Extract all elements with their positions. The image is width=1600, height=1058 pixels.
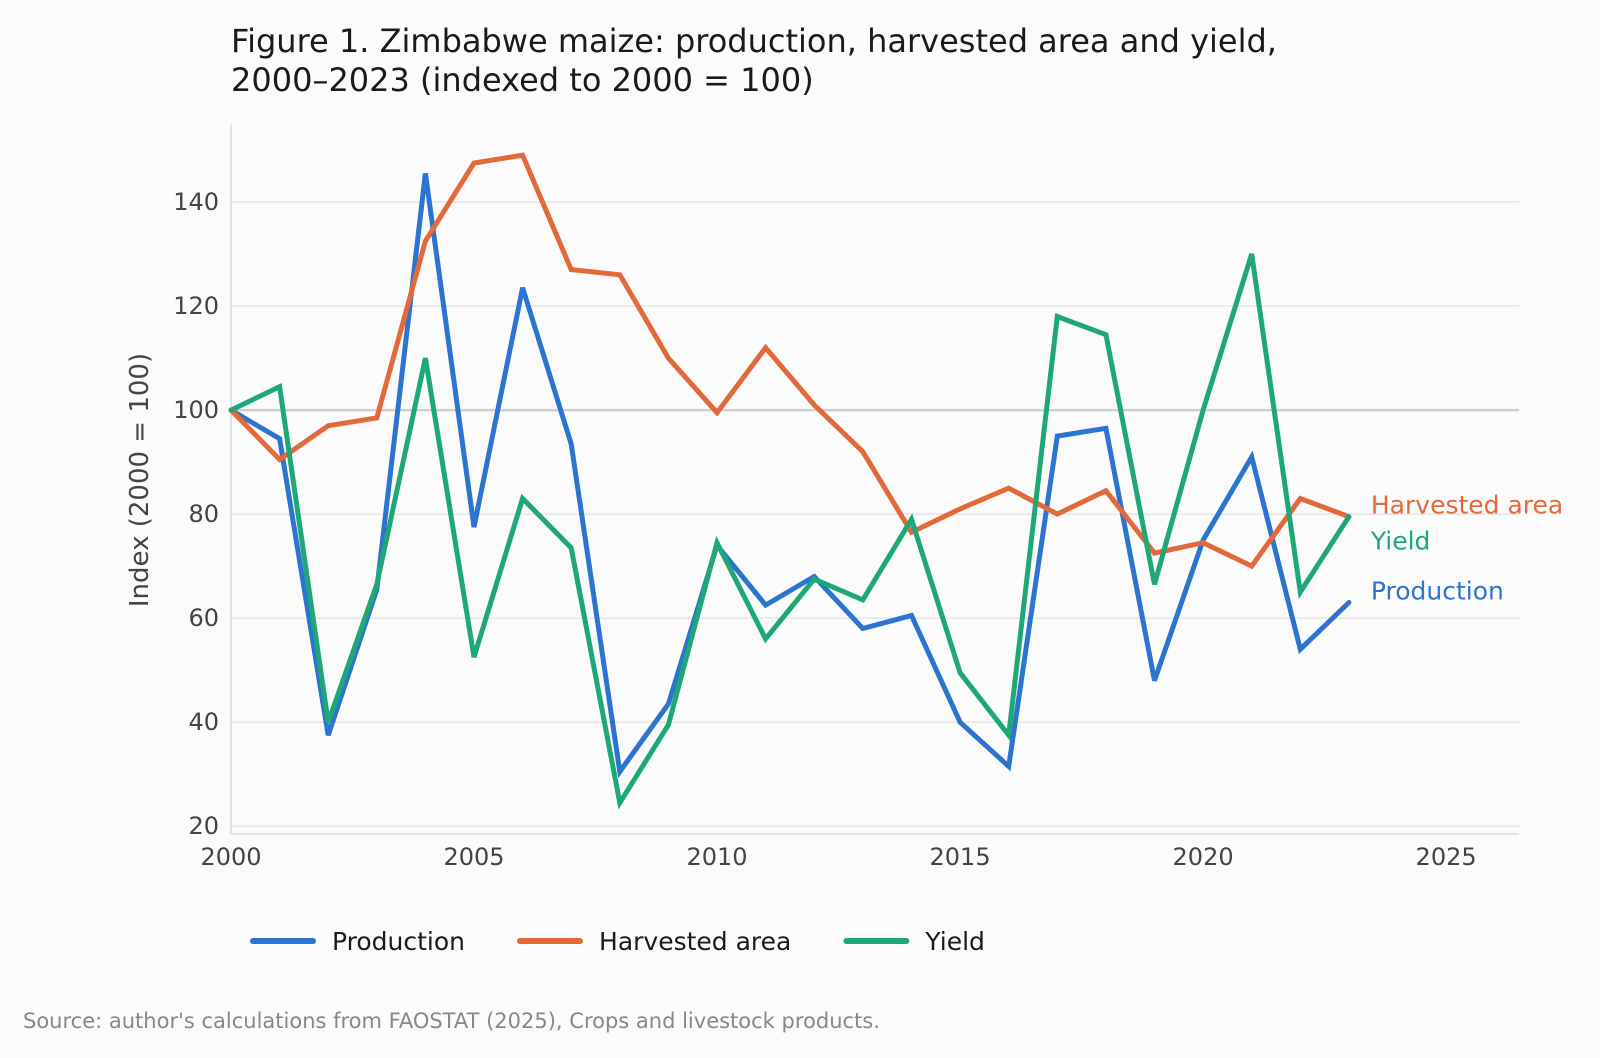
series-end-labels: Harvested area Yield Production: [1370, 491, 1563, 606]
x-tick-label-2020: 2020: [1173, 843, 1234, 871]
x-tick-label-2015: 2015: [930, 843, 991, 871]
end-label-harvested-area: Harvested area: [1371, 491, 1563, 520]
series-lines: [228, 152, 1352, 810]
legend-label-harvested-area: Harvested area: [599, 927, 791, 956]
y-tick-label-100: 100: [173, 396, 219, 424]
chart-title-line-1: Figure 1. Zimbabwe maize: production, ha…: [231, 22, 1277, 60]
end-label-yield: Yield: [1370, 527, 1431, 556]
gridlines: [231, 201, 1519, 827]
axes: 20 40 60 80 100 120 140 2000 2005 2010 2015 2020 202…: [173, 124, 1519, 871]
y-tick-label-40: 40: [188, 708, 219, 736]
x-tick-label-2025: 2025: [1416, 843, 1477, 871]
chart-title-line-2: 2000–2023 (indexed to 2000 = 100): [231, 61, 814, 99]
legend: Production Harvested area Yield: [250, 927, 985, 956]
series-line-harvested-area: [228, 152, 1352, 570]
legend-label-yield: Yield: [924, 927, 985, 956]
source-note: Source: author's calculations from FAOST…: [23, 1009, 880, 1033]
legend-label-production: Production: [332, 927, 465, 956]
x-tick-label-2005: 2005: [443, 843, 504, 871]
y-tick-label-120: 120: [173, 292, 219, 320]
y-tick-label-80: 80: [188, 500, 219, 528]
end-label-production: Production: [1371, 577, 1504, 606]
y-axis-label: Index (2000 = 100): [125, 353, 155, 607]
series-line-production: [228, 173, 1352, 779]
series-line-yield: [228, 253, 1352, 810]
y-tick-label-20: 20: [188, 812, 219, 840]
y-tick-label-140: 140: [173, 188, 219, 216]
x-tick-label-2010: 2010: [686, 843, 747, 871]
x-tick-label-2000: 2000: [200, 843, 261, 871]
y-tick-label-60: 60: [188, 604, 219, 632]
